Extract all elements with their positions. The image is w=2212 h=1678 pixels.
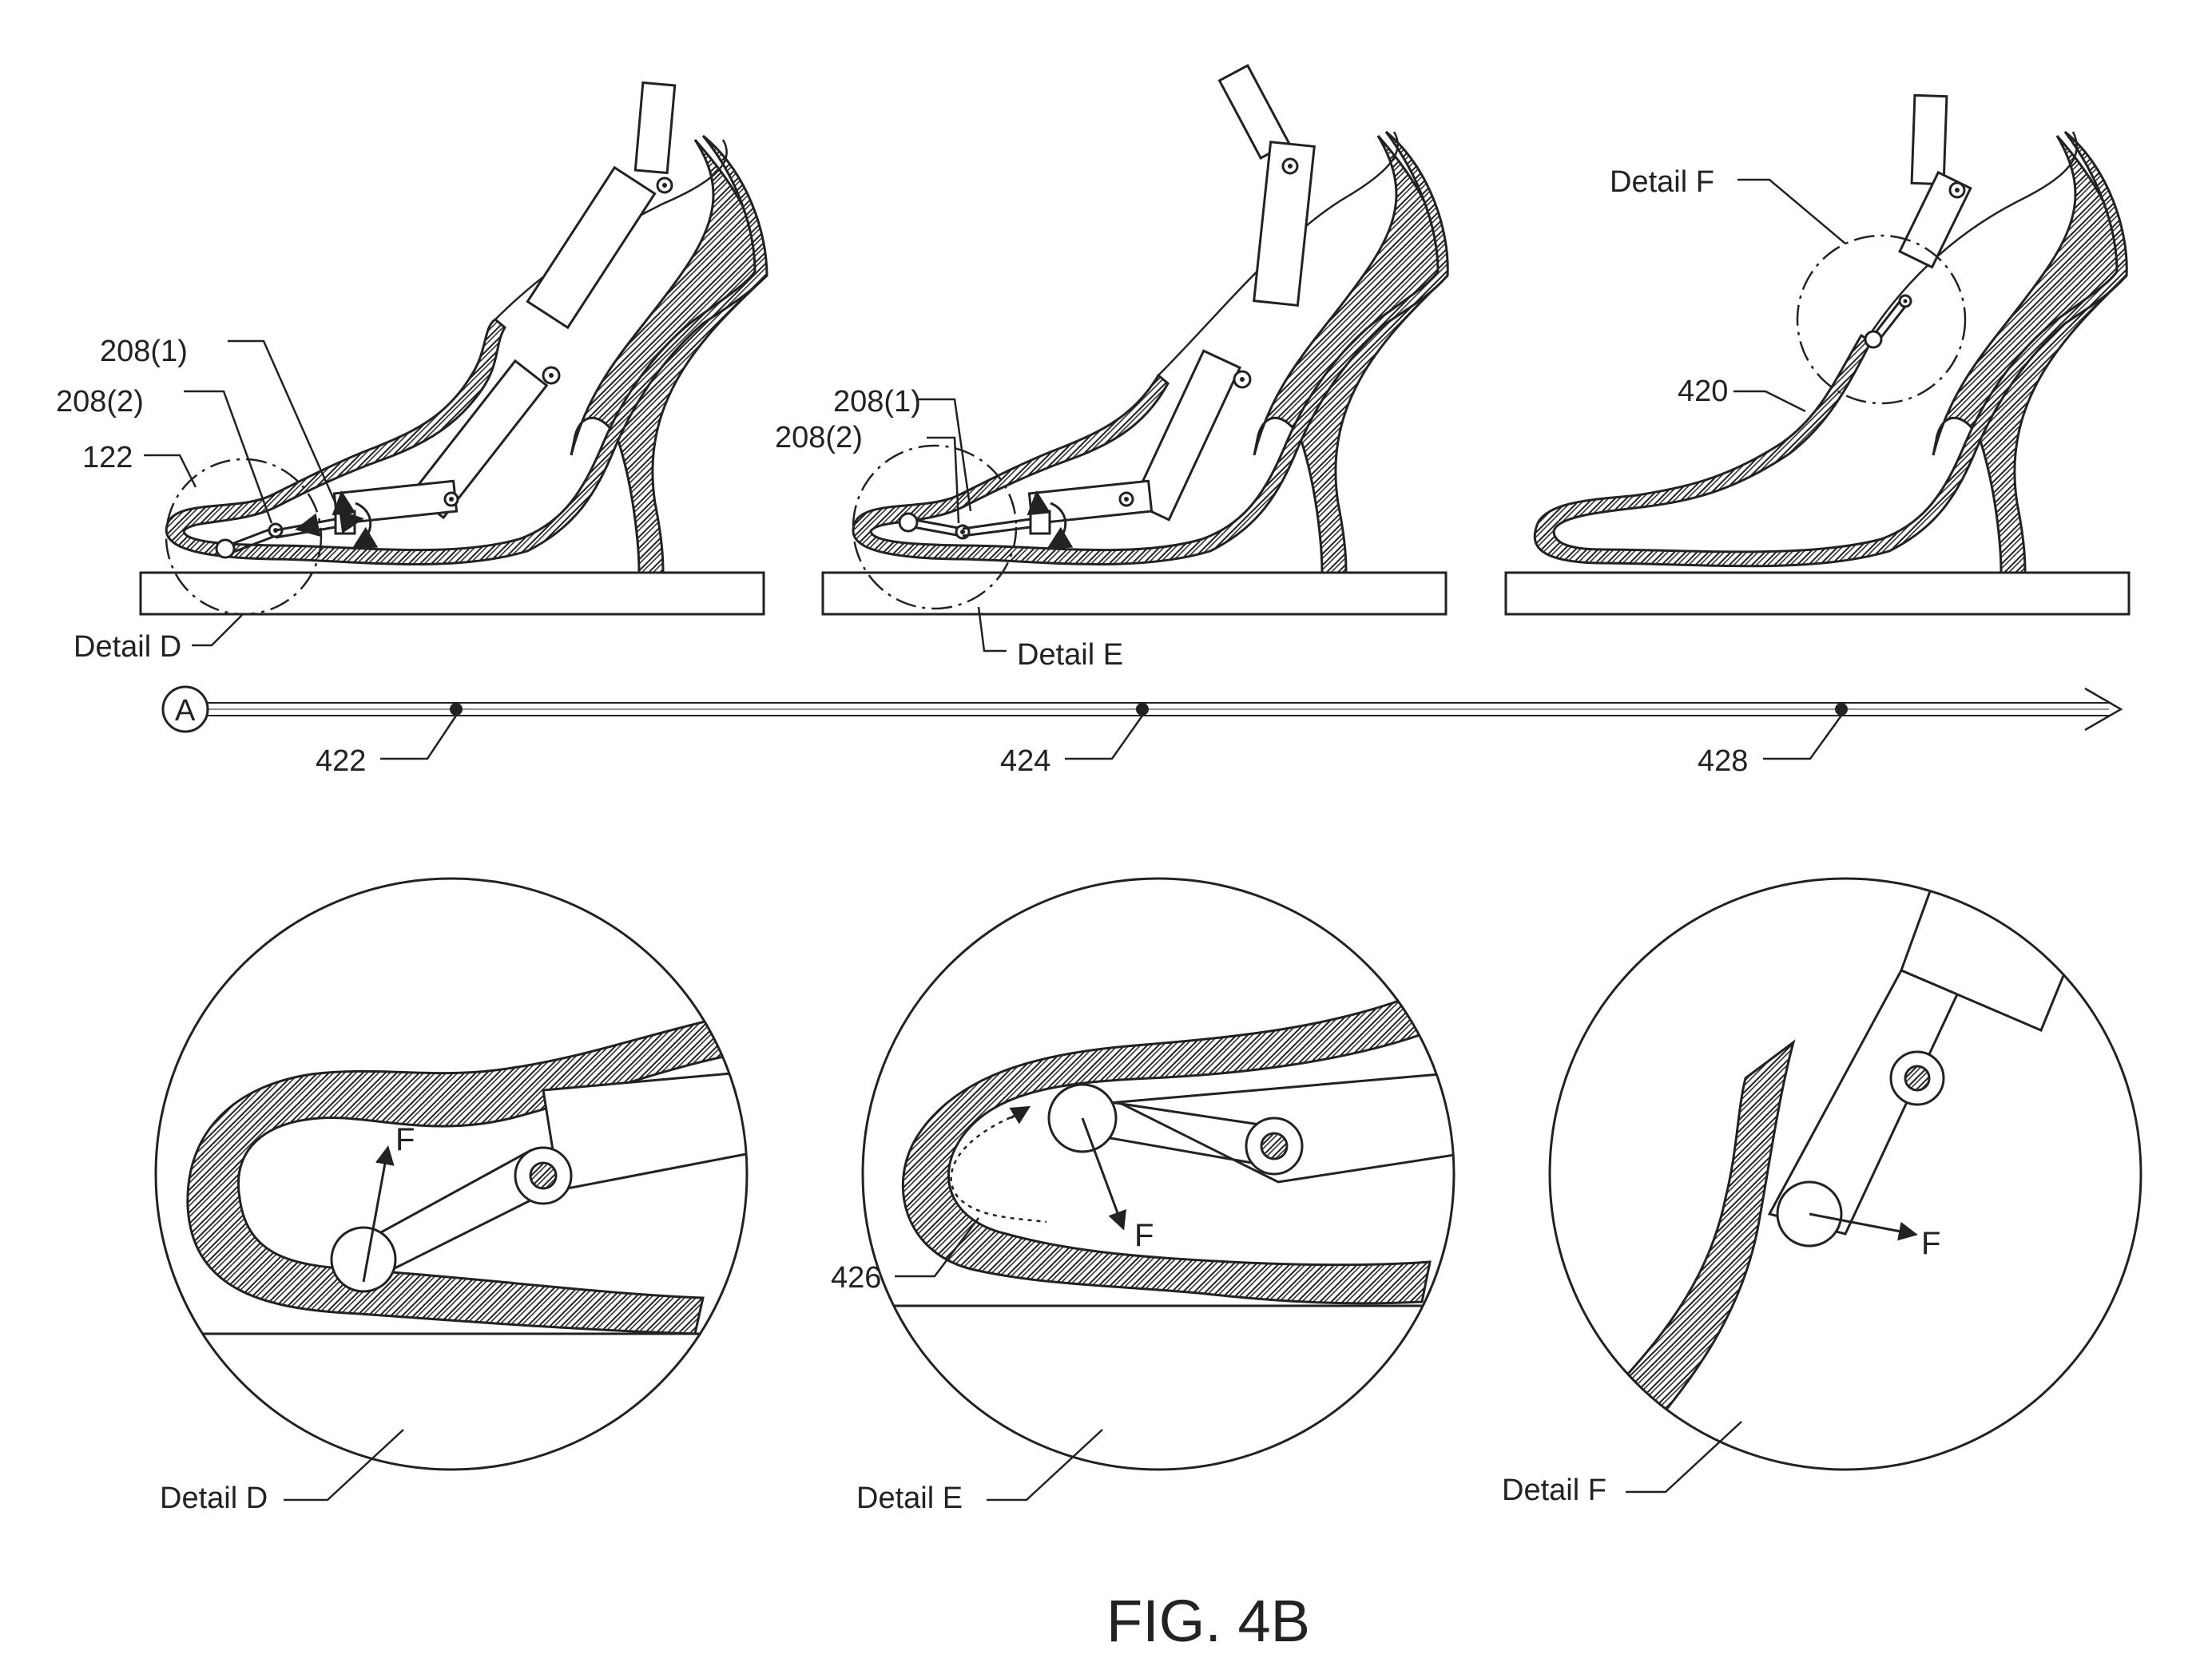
label-122: 122 bbox=[82, 441, 133, 474]
detail-f-zoom bbox=[1550, 879, 2141, 1492]
label-428: 428 bbox=[1698, 744, 1748, 778]
label-detail-e-top: Detail E bbox=[1017, 638, 1123, 672]
label-detail-f-bottom: Detail F bbox=[1502, 1474, 1606, 1507]
detail-d-zoom bbox=[128, 879, 783, 1500]
shoe-diagram-2 bbox=[823, 65, 1448, 651]
label-detail-f-top: Detail F bbox=[1610, 165, 1714, 199]
label-422: 422 bbox=[316, 744, 366, 778]
label-426: 426 bbox=[831, 1261, 881, 1295]
force-label-d: F bbox=[395, 1122, 415, 1157]
label-208-1-b: 208(1) bbox=[833, 385, 921, 419]
timeline-dot-424 bbox=[1136, 703, 1149, 716]
label-208-1-a: 208(1) bbox=[100, 335, 188, 368]
label-208-2-a: 208(2) bbox=[56, 385, 144, 419]
detail-e-zoom bbox=[863, 879, 1486, 1500]
label-424: 424 bbox=[1000, 744, 1050, 778]
shoe-diagram-1 bbox=[141, 82, 767, 645]
figure-caption: FIG. 4B bbox=[1106, 1588, 1310, 1654]
force-label-f: F bbox=[1921, 1226, 1940, 1261]
label-420: 420 bbox=[1678, 375, 1728, 408]
timeline-dot-428 bbox=[1835, 703, 1848, 716]
label-detail-e-bottom: Detail E bbox=[856, 1482, 963, 1515]
label-detail-d-bottom: Detail D bbox=[160, 1482, 268, 1515]
timeline bbox=[163, 687, 2121, 759]
label-208-2-b: 208(2) bbox=[775, 421, 863, 454]
timeline-start-label: A bbox=[175, 694, 196, 728]
shoe-diagram-3 bbox=[1506, 95, 2129, 614]
force-label-e: F bbox=[1134, 1218, 1154, 1253]
timeline-dot-422 bbox=[450, 703, 463, 716]
label-detail-d-top: Detail D bbox=[73, 630, 181, 664]
